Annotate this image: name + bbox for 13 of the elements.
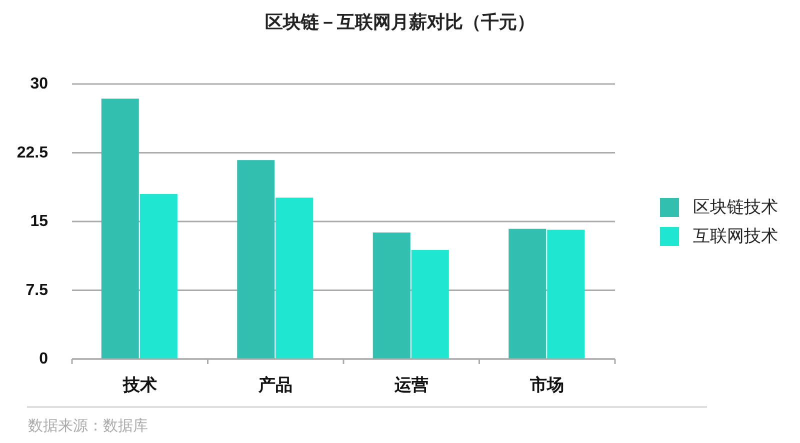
legend-label: 互联网技术 — [693, 226, 778, 246]
legend-label: 区块链技术 — [693, 198, 778, 216]
x-tick-label: 产品 — [258, 376, 293, 394]
y-tick-label: 30 — [30, 76, 48, 92]
x-tick-label: 运营 — [394, 376, 428, 394]
x-tick-label: 市场 — [530, 376, 564, 394]
annotation: 数据来源：数据库 — [28, 418, 148, 434]
y-tick-label: 0 — [39, 350, 48, 368]
title: 区块链－互联网月薪对比（千元） — [265, 12, 535, 32]
y-tick-label: 7.5 — [26, 282, 48, 299]
y-tick-label: 15 — [30, 213, 48, 230]
y-tick-label: 22.5 — [16, 144, 48, 162]
x-tick-label: 技术 — [122, 376, 157, 394]
